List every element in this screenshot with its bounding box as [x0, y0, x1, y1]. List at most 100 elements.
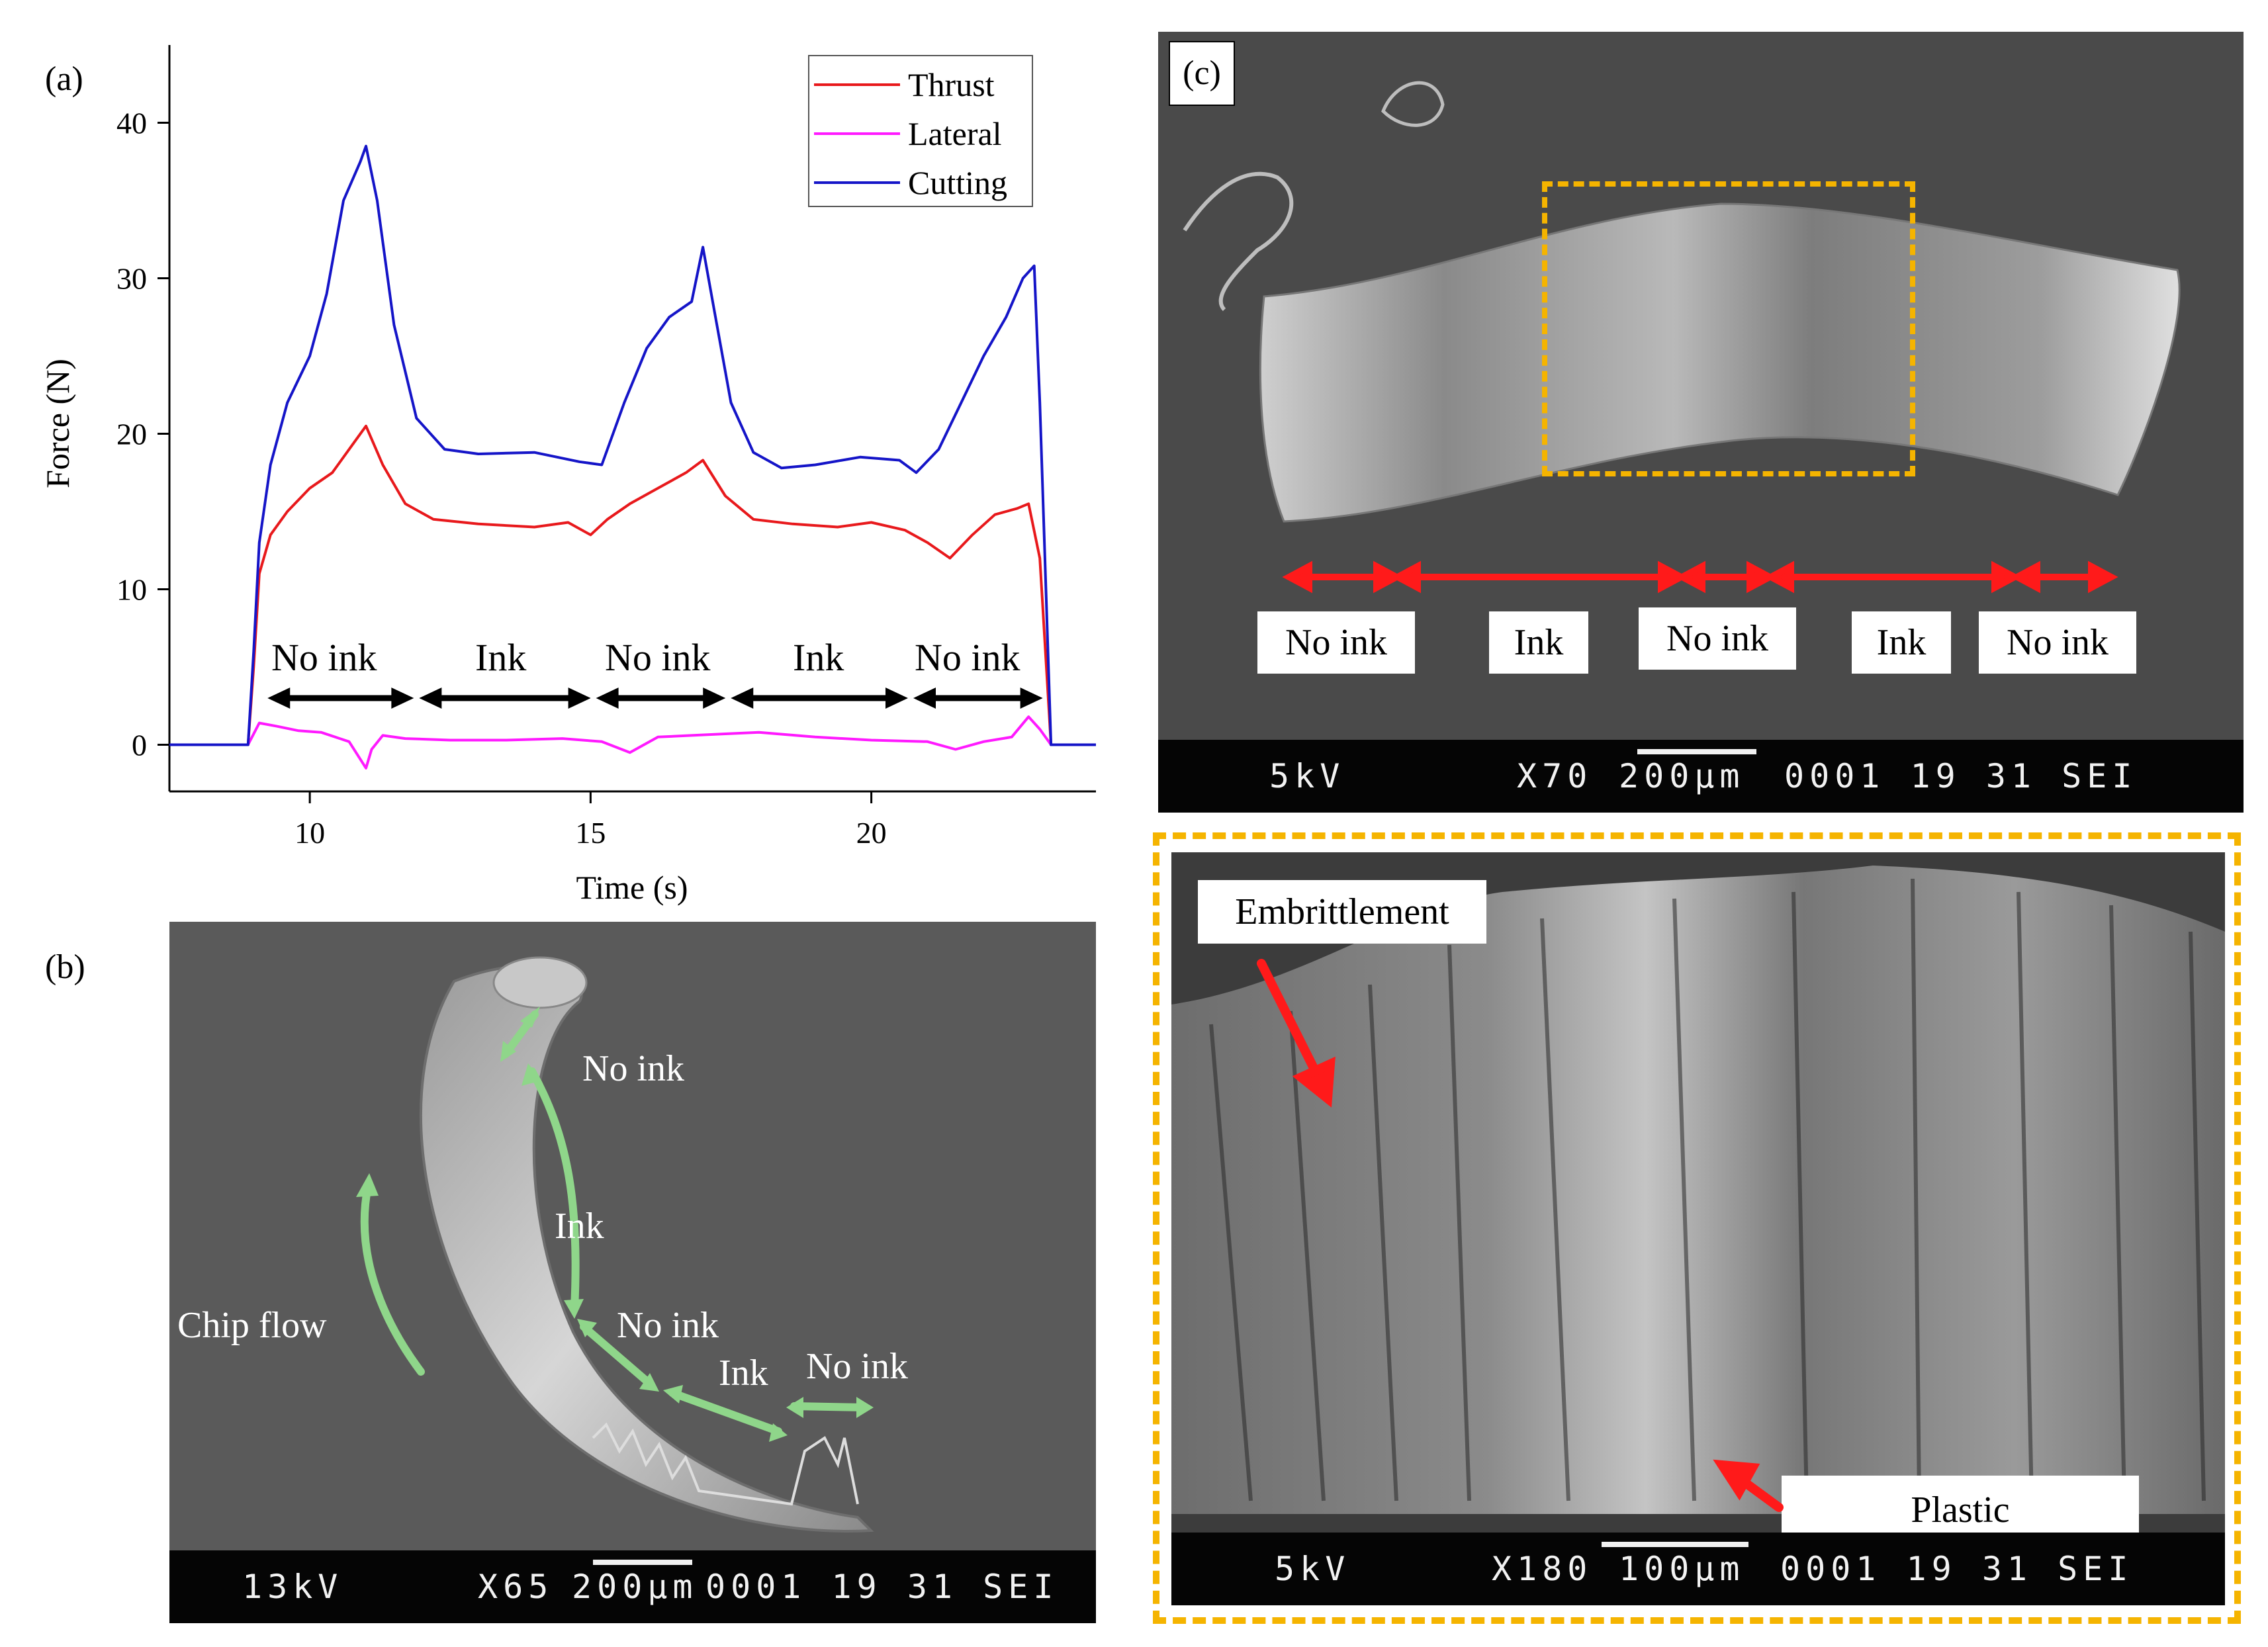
sem-kv: 5kV	[1269, 757, 1345, 795]
panel-a-label: (a)	[45, 60, 83, 98]
green-arrowhead	[520, 1006, 540, 1028]
series-cutting-line	[169, 144, 1096, 746]
green-arrowhead	[522, 1063, 541, 1086]
sem-info-bar-c: 5kV X70 200µm 0001 19 31 SEI	[1158, 740, 2244, 813]
green-arrowhead	[786, 1397, 803, 1418]
red-arrowhead	[1292, 1056, 1336, 1108]
force-chart: 10 15 20 0 10 20 30 40 Time (s) Force (N) Thrus…	[39, 45, 1096, 906]
chip-tip	[492, 956, 588, 1009]
red-arrowhead	[1658, 560, 1688, 594]
interval-label-2: Ink	[475, 636, 527, 679]
legend-cutting-label: Cutting	[908, 164, 1007, 201]
sem-scale: 200µm	[1619, 757, 1745, 795]
scale-bar-line	[1602, 1542, 1748, 1547]
interval-arrowhead	[391, 688, 414, 709]
legend-thrust-label: Thrust	[908, 66, 995, 103]
sem-image-c: (c) No ink Ink No ink Ink No ink 5kV X70…	[1158, 32, 2244, 813]
green-arrowhead	[500, 1041, 516, 1062]
green-arrows	[356, 1006, 874, 1442]
series-lateral-line	[169, 715, 1096, 770]
y-tick-label: 20	[116, 418, 147, 451]
c-label-ink-1: Ink	[1489, 611, 1588, 674]
sem-code: 0001 19 31 SEI	[1780, 1550, 2134, 1588]
sem-kv: 5kV	[1275, 1550, 1351, 1588]
embrittlement-label: Embrittlement	[1198, 880, 1486, 944]
c-label-no-ink-3: No ink	[1979, 611, 2136, 674]
x-axis-label: Time (s)	[576, 869, 688, 906]
c-label-ink-2: Ink	[1852, 611, 1951, 674]
interval-arrowhead	[596, 688, 619, 709]
y-tick-label: 30	[116, 262, 147, 296]
c-label-no-ink-1: No ink	[1257, 611, 1415, 674]
zoom-drawing	[1171, 866, 2225, 1514]
green-arrow-no-ink-2	[580, 1323, 655, 1389]
green-arrowhead	[577, 1319, 597, 1337]
sem-info-bar-b: 13kV X65 200µm 0001 19 31 SEI	[169, 1550, 1096, 1623]
red-arrowhead	[1675, 560, 1705, 594]
x-tick-label: 10	[295, 816, 325, 850]
sem-info-bar-zoom: 5kV X180 100µm 0001 19 31 SEI	[1171, 1533, 2225, 1605]
green-arrow-ink-1	[528, 1067, 580, 1312]
panel-c-label: (c)	[1183, 54, 1221, 92]
green-arrow-no-ink-3	[790, 1402, 868, 1411]
zoom-frame	[1153, 832, 2241, 1624]
zoom-striations	[1209, 878, 2206, 1501]
green-arrow-ink-2	[668, 1389, 782, 1435]
interval-label-1: No ink	[271, 636, 377, 679]
chart-axes	[168, 45, 1096, 793]
interval-arrowhead	[1020, 688, 1043, 709]
y-tick-label: 10	[116, 573, 147, 607]
chart-series	[169, 144, 1096, 770]
c-label-no-ink-2: No ink	[1639, 607, 1796, 670]
chip-flow-label: Chip flow	[177, 1305, 327, 1346]
chip-c-drawing	[1183, 81, 2181, 523]
sem-image-chip: No ink Ink No ink Ink No ink Chip flow 1…	[169, 922, 1096, 1623]
green-arrowhead	[769, 1423, 788, 1442]
legend-lateral-label: Lateral	[908, 115, 1002, 152]
red-arrowhead	[1713, 1459, 1760, 1501]
red-arrowhead	[1746, 560, 1777, 594]
green-arrowhead	[639, 1373, 659, 1392]
red-arrowhead	[2010, 560, 2040, 594]
chip-drawing	[420, 956, 874, 1533]
sem-scale: 100µm	[1619, 1550, 1745, 1588]
chart-ticks: 10 15 20 0 10 20 30 40	[116, 107, 887, 850]
interval-arrowhead	[267, 688, 291, 709]
red-arrow-embrittlement	[1257, 959, 1323, 1082]
series-thrust-line	[169, 424, 1096, 746]
chip-c-debris	[1183, 171, 1294, 312]
sem-kv: 13kV	[242, 1568, 343, 1606]
red-arrows-zoom	[1257, 959, 1784, 1512]
x-tick-label: 15	[575, 816, 606, 850]
chip-shape	[420, 964, 874, 1533]
chip-label-no-ink-2: No ink	[617, 1305, 719, 1346]
red-arrowhead	[2088, 560, 2118, 594]
interval-label-5: No ink	[915, 636, 1021, 679]
scale-bar-line	[1637, 749, 1756, 754]
y-tick-label: 40	[116, 107, 147, 140]
sem-mag: X180	[1492, 1550, 1593, 1588]
red-arrowhead	[1764, 560, 1794, 594]
interval-arrowhead	[731, 688, 754, 709]
interval-label-3: No ink	[605, 636, 711, 679]
chip-label-ink-1: Ink	[555, 1206, 604, 1247]
chart-legend: Thrust Lateral Cutting	[808, 55, 1033, 207]
zoom-chip-surface	[1171, 866, 2225, 1514]
interval-arrowhead	[703, 688, 726, 709]
green-arrowhead	[564, 1299, 584, 1319]
chip-label-no-ink-1: No ink	[582, 1048, 684, 1089]
green-arrowhead	[663, 1385, 683, 1403]
sem-mag: X65	[478, 1568, 554, 1606]
chip-serrations	[592, 1422, 859, 1506]
panel-c-label-box: (c)	[1169, 41, 1235, 106]
green-arrow-chip-flow	[360, 1182, 425, 1376]
y-axis-label: Force (N)	[39, 359, 76, 488]
y-tick-label: 0	[132, 729, 147, 762]
sem-mag: X70	[1517, 757, 1593, 795]
red-arrows-c	[1282, 560, 2118, 594]
x-tick-label: 20	[856, 816, 887, 850]
green-arrowhead	[856, 1397, 874, 1418]
sem-scale: 200µm	[572, 1568, 698, 1606]
interval-arrowhead	[885, 688, 908, 709]
chip-c-debris2	[1381, 81, 1445, 127]
